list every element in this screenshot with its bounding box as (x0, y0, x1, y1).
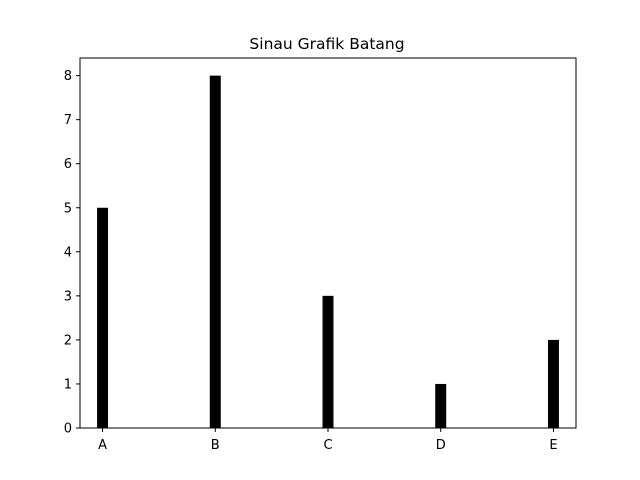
y-tick-label: 5 (64, 201, 72, 216)
x-tick-label: D (436, 438, 446, 453)
y-tick-label: 1 (64, 377, 72, 392)
y-axis: 0 1 2 3 4 5 6 7 8 (64, 69, 80, 437)
x-tick-label: B (211, 438, 220, 453)
x-tick-label: C (323, 438, 332, 453)
y-tick-label: 0 (64, 422, 72, 437)
chart-title: Sinau Grafik Batang (249, 35, 404, 53)
bar-B (209, 75, 221, 429)
y-tick-label: 3 (64, 289, 72, 304)
y-tick-label: 2 (64, 333, 72, 348)
y-tick-label: 7 (64, 113, 72, 128)
bar-D (435, 383, 447, 428)
bar-A (97, 207, 109, 428)
y-tick-label: 6 (64, 157, 72, 172)
y-tick-label: 8 (64, 69, 72, 84)
x-axis: A B C D E (98, 428, 558, 453)
bar-E (547, 339, 559, 428)
bars-layer (97, 75, 559, 429)
y-tick-label: 4 (64, 245, 72, 260)
x-tick-label: E (549, 438, 557, 453)
plot-frame (79, 57, 577, 429)
bar-C (322, 295, 334, 428)
x-tick-label: A (98, 438, 107, 453)
